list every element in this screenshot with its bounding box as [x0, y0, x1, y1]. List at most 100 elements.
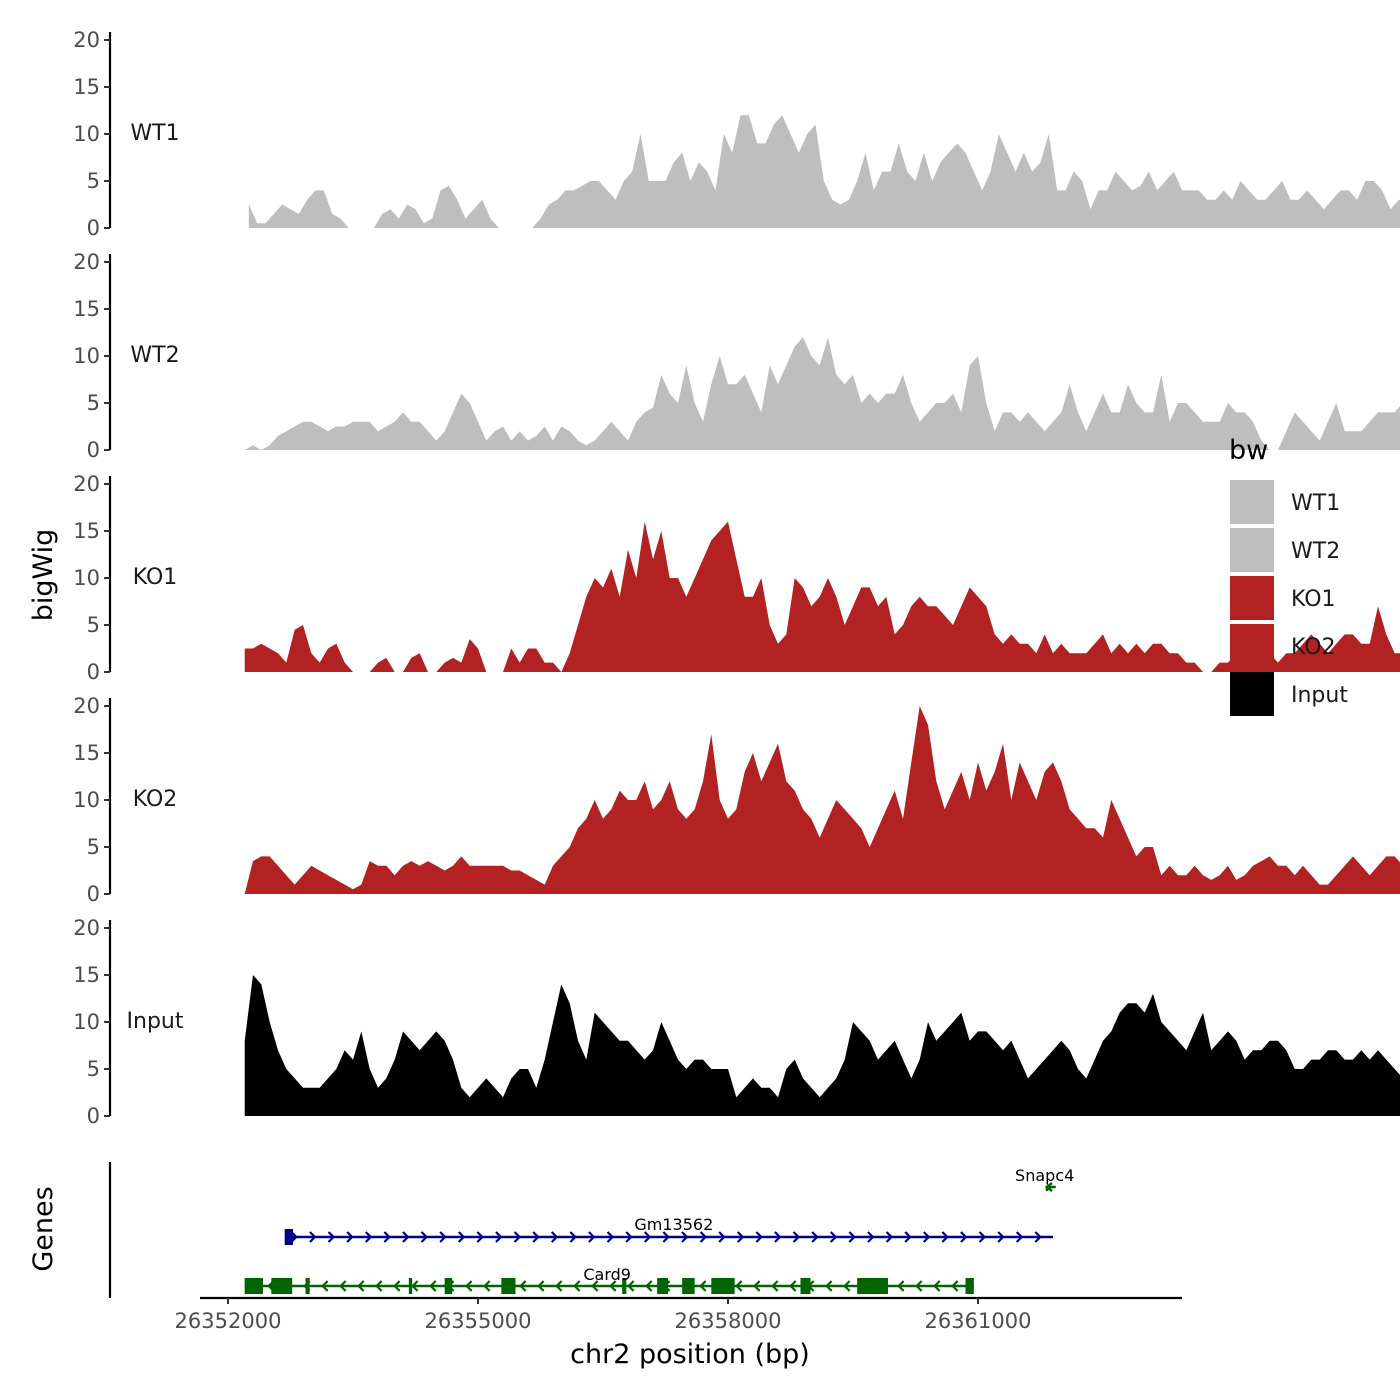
x-tick-label: 26355000: [425, 1309, 532, 1333]
strand-arrow: [532, 1231, 540, 1243]
strand-arrow: [922, 1231, 931, 1243]
strand-arrow: [465, 1280, 473, 1292]
y-tick-label: 10: [73, 344, 100, 368]
strand-arrow: [346, 1231, 354, 1243]
strand-arrow: [573, 1280, 581, 1292]
track-label: KO1: [133, 565, 178, 590]
y-tick-label: 5: [87, 169, 100, 193]
track-input: 0 5 10 15 20 Input: [73, 916, 1400, 1128]
y-tick-label: 15: [73, 75, 100, 99]
tracks-panel: 0 5 10 15 20 WT1 0 5 10 15 20 WT2 0 5 10 15 20 KO1 0 5 10 15 2…: [73, 28, 1400, 1128]
y-tick-label: 10: [73, 566, 100, 590]
y-tick-label: 5: [87, 613, 100, 637]
strand-arrow: [383, 1231, 391, 1243]
y-axis-title: bigWig: [28, 529, 59, 622]
legend-swatch-input: [1230, 672, 1274, 716]
legend-label: WT2: [1291, 539, 1340, 564]
strand-arrow: [1044, 1182, 1053, 1192]
y-tick-label: 20: [73, 28, 100, 52]
exon: [682, 1278, 695, 1294]
strand-arrow: [933, 1280, 941, 1292]
strand-arrow: [699, 1231, 708, 1243]
strand-arrow: [457, 1231, 466, 1243]
y-tick-label: 10: [73, 122, 100, 146]
legend-label: Input: [1291, 683, 1348, 708]
exon: [622, 1278, 627, 1294]
legend: bw WT1 WT2 KO1 KO2 Input: [1229, 435, 1348, 716]
strand-arrow: [792, 1231, 801, 1243]
track-label: WT1: [130, 121, 179, 146]
strand-arrow: [848, 1231, 856, 1243]
legend-swatch-ko1: [1230, 576, 1274, 620]
strand-arrow: [309, 1231, 317, 1243]
strand-arrow: [439, 1231, 447, 1243]
strand-arrow: [550, 1231, 559, 1243]
legend-label: KO1: [1291, 587, 1336, 612]
strand-arrow: [867, 1231, 875, 1243]
strand-arrow: [753, 1280, 761, 1292]
strand-arrow: [735, 1280, 743, 1292]
strand-arrow: [429, 1280, 437, 1292]
strand-arrow: [789, 1280, 797, 1292]
strand-arrow: [321, 1280, 329, 1292]
strand-arrow: [411, 1280, 419, 1292]
strand-arrow: [885, 1231, 894, 1243]
strand-arrow: [1015, 1231, 1024, 1243]
exon: [271, 1278, 293, 1294]
gene-label: Snapc4: [1015, 1166, 1074, 1185]
y-tick-label: 15: [73, 297, 100, 321]
gene-card9: Card9: [244, 1265, 974, 1294]
strand-arrow: [915, 1280, 923, 1292]
exon: [284, 1229, 293, 1245]
track-ko1: 0 5 10 15 20 KO1: [73, 472, 1400, 684]
strand-arrow: [364, 1231, 373, 1243]
strand-arrow: [718, 1231, 726, 1243]
strand-arrow: [519, 1280, 527, 1292]
track-label: Input: [127, 1009, 184, 1034]
strand-arrow: [402, 1231, 410, 1243]
strand-arrow: [941, 1231, 949, 1243]
strand-arrow: [588, 1231, 596, 1243]
exon: [305, 1278, 310, 1294]
strand-arrow: [978, 1231, 987, 1243]
strand-arrow: [904, 1231, 912, 1243]
track-ko2: 0 5 10 15 20 KO2: [73, 694, 1400, 906]
strand-arrow: [1034, 1231, 1042, 1243]
y-tick-label: 15: [73, 741, 100, 765]
strand-arrow: [755, 1231, 763, 1243]
strand-arrow: [897, 1280, 905, 1292]
track-area-wt1: [248, 115, 1400, 228]
strand-arrow: [476, 1231, 484, 1243]
track-area-ko2: [244, 706, 1400, 894]
exon: [408, 1278, 413, 1294]
strand-arrow: [606, 1231, 615, 1243]
exon: [800, 1278, 811, 1294]
y-tick-label: 5: [87, 391, 100, 415]
strand-arrow: [393, 1280, 401, 1292]
gene-label: Gm13562: [634, 1215, 713, 1234]
y-tick-label: 10: [73, 788, 100, 812]
strand-arrow: [591, 1280, 599, 1292]
strand-arrow: [681, 1231, 689, 1243]
strand-arrow: [327, 1231, 336, 1243]
strand-arrow: [357, 1280, 365, 1292]
strand-arrow: [627, 1280, 635, 1292]
x-tick-label: 26352000: [175, 1309, 282, 1333]
y-tick-label: 0: [87, 1104, 100, 1128]
track-wt1: 0 5 10 15 20 WT1: [73, 28, 1400, 240]
track-wt2: 0 5 10 15 20 WT2: [73, 250, 1400, 462]
strand-arrow: [537, 1280, 545, 1292]
y-tick-label: 20: [73, 916, 100, 940]
gene-gm13562: Gm13562: [284, 1215, 1053, 1245]
legend-label: WT1: [1291, 491, 1340, 516]
strand-arrow: [960, 1231, 968, 1243]
y-tick-label: 20: [73, 250, 100, 274]
strand-arrow: [495, 1231, 503, 1243]
legend-label: KO2: [1291, 635, 1336, 660]
track-area-wt2: [244, 337, 1400, 450]
legend-swatch-wt2: [1230, 528, 1274, 572]
strand-arrow: [569, 1231, 577, 1243]
strand-arrow: [736, 1231, 745, 1243]
track-area-ko1: [244, 521, 1400, 672]
track-area-input: [244, 975, 1400, 1116]
